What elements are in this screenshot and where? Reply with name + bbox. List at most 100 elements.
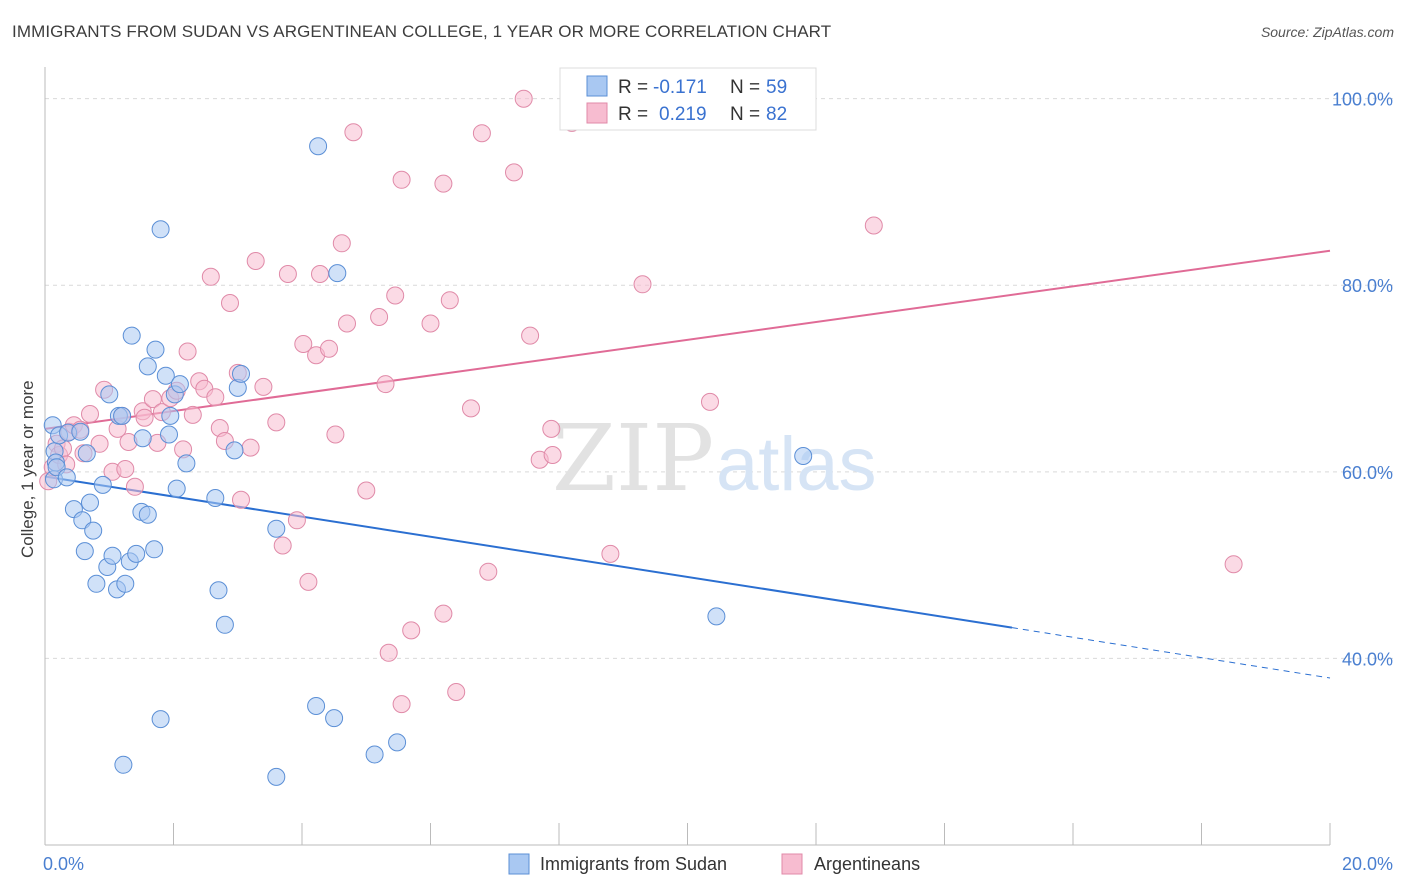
argentinean-point-81 (1224, 555, 1243, 574)
source-credit: Source: ZipAtlas.com (1260, 24, 1394, 40)
argentinean-point-65 (434, 604, 453, 623)
sudan-point-43 (215, 615, 234, 634)
argentinean-point-58 (392, 170, 411, 189)
argentinean-point-56 (376, 375, 395, 394)
x-tick-labels: 0.0% 20.0% (43, 854, 1393, 874)
sudan-point-8 (71, 422, 90, 441)
y-tick-label-0: 40.0% (1342, 649, 1393, 669)
sudan-point-20 (116, 574, 135, 593)
sudan-point-33 (151, 220, 170, 239)
sudan-point-22 (127, 544, 146, 563)
argentinean-point-48 (311, 265, 329, 283)
sudan-point-49 (114, 755, 133, 774)
bottom-legend-swatch-blue (508, 853, 530, 875)
y-tick-label-2: 80.0% (1342, 276, 1393, 296)
legend-box: R = -0.171 N = 59 R = 0.219 N = 82 (559, 67, 817, 131)
watermark-zip: ZIP (552, 405, 714, 512)
sudan-point-15 (93, 475, 112, 494)
bottom-legend-label-sudan: Immigrants from Sudan (540, 854, 727, 874)
sudan-point-44 (225, 441, 244, 460)
sudan-point-13 (84, 521, 103, 540)
argentinean-point-20 (135, 408, 154, 427)
y-axis-label: College, 1 year or more (18, 380, 37, 558)
watermark-atlas: atlas (716, 422, 877, 507)
argentinean-point-78 (633, 275, 652, 294)
argentinean-point-79 (701, 392, 719, 411)
x-tick-label-0: 0.0% (43, 854, 84, 874)
sudan-point-50 (267, 767, 286, 786)
argentinean-point-52 (338, 314, 356, 333)
argentinean-point-75 (543, 446, 562, 464)
argentinean-point-72 (521, 326, 540, 345)
sudan-point-30 (133, 429, 152, 448)
sudan-trend-line (44, 475, 1013, 629)
sudan-point-11 (81, 493, 99, 512)
sudan-point-52 (328, 264, 347, 283)
legend-n-value-pink: 82 (766, 104, 787, 125)
sudan-point-38 (170, 375, 189, 394)
argentinean-point-69 (479, 562, 498, 581)
sudan-point-57 (707, 607, 726, 626)
legend-swatch-blue (586, 75, 608, 97)
argentinean-point-43 (278, 265, 297, 283)
sudan-point-32 (146, 340, 165, 359)
argentinean-point-74 (542, 419, 561, 438)
argentinean-point-71 (514, 89, 533, 108)
trend-lines (44, 249, 1331, 679)
argentinean-point-41 (267, 413, 286, 432)
argentinean-point-11 (90, 434, 109, 453)
legend-swatch-pink (586, 102, 608, 124)
argentinean-point-60 (392, 695, 411, 714)
argentinean-point-80 (864, 216, 883, 235)
sudan-point-9 (77, 444, 96, 463)
sudan-point-24 (138, 505, 157, 524)
legend-n-label-pink: N = (730, 104, 760, 125)
legend-r-value-blue: -0.171 (653, 77, 707, 98)
argentinean-point-40 (254, 377, 273, 396)
y-tick-labels: 40.0% 60.0% 80.0% 100.0% (1332, 90, 1393, 670)
sudan-point-51 (309, 137, 328, 156)
sudan-point-34 (156, 366, 175, 385)
sudan-point-36 (161, 406, 180, 425)
argentinean-point-62 (421, 314, 440, 333)
argentinean-point-39 (246, 252, 265, 270)
argentinean-point-28 (183, 405, 202, 424)
sudan-point-14 (75, 542, 94, 561)
argentinean-point-59 (402, 621, 421, 640)
bottom-legend-label-argentineans: Argentineans (814, 854, 920, 874)
legend-n-label-blue: N = (730, 77, 760, 98)
legend-n-value-blue: 59 (766, 77, 787, 98)
argentinean-point-44 (287, 511, 306, 530)
axes (44, 67, 1331, 846)
sudan-trend-line-extension (1011, 627, 1331, 679)
y-tick-label-3: 100.0% (1332, 90, 1393, 110)
argentinean-point-32 (206, 388, 225, 407)
sudan-point-47 (267, 519, 286, 538)
argentinean-point-54 (357, 481, 376, 500)
argentinean-point-67 (462, 399, 480, 418)
argentinean-point-37 (232, 490, 250, 509)
argentinean-point-45 (294, 335, 313, 353)
argentinean-point-68 (472, 124, 491, 143)
sudan-point-53 (307, 697, 326, 715)
argentinean-point-38 (241, 438, 260, 457)
sudan-point-25 (145, 540, 164, 559)
argentinean-point-10 (81, 405, 99, 423)
sudan-point-31 (138, 357, 157, 376)
sudan-point-56 (388, 733, 407, 752)
argentinean-point-50 (326, 425, 345, 444)
bottom-legend-swatch-pink (781, 853, 803, 875)
sudan-point-41 (206, 489, 225, 507)
argentinean-point-77 (601, 544, 620, 563)
sudan-point-28 (113, 406, 132, 425)
sudan-point-58 (794, 447, 813, 465)
argentinean-point-31 (201, 267, 220, 286)
argentinean-point-18 (125, 477, 144, 496)
argentinean-point-53 (344, 123, 363, 142)
argentinean-point-51 (332, 234, 351, 253)
argentinean-point-66 (447, 683, 466, 701)
sudan-point-18 (103, 546, 122, 565)
sudan-point-40 (177, 454, 196, 473)
argentinean-point-63 (434, 174, 453, 193)
